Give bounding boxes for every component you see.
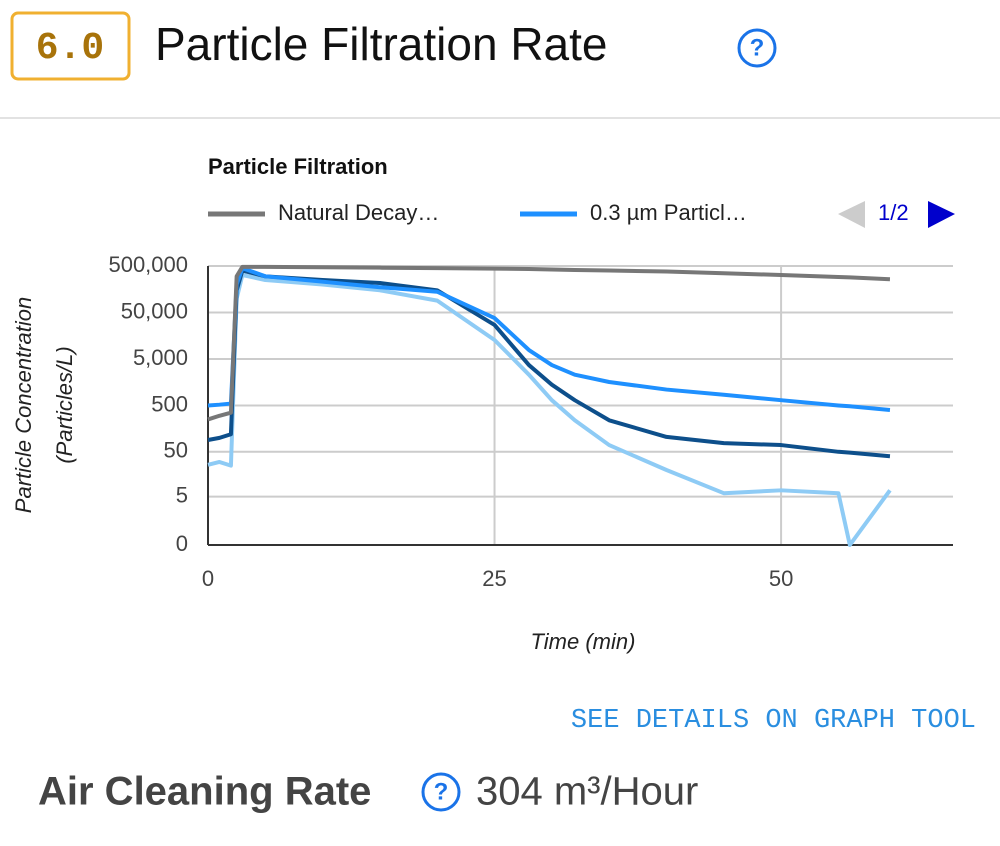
badge-text: 6.0 xyxy=(36,27,104,70)
x-axis-label: Time (min) xyxy=(531,629,636,654)
score-badge xyxy=(10,11,131,81)
series-line xyxy=(207,266,891,412)
legend-next[interactable] xyxy=(928,201,955,228)
chart-title: Particle Filtration xyxy=(208,154,388,179)
help-icon-text[interactable]: ? xyxy=(750,34,765,61)
legend-page: 1/2 xyxy=(878,200,909,225)
y-tick-label: 5 xyxy=(176,482,188,507)
x-tick-label: 0 xyxy=(202,566,214,591)
y-tick-label: 50 xyxy=(164,438,188,463)
metric-value: 304 m³/Hour xyxy=(476,770,698,814)
legend-label: 0.3 µm Particl… xyxy=(590,200,747,225)
page-title: Particle Filtration Rate xyxy=(155,18,608,70)
y-tick-label: 0 xyxy=(176,531,188,556)
x-tick-label: 50 xyxy=(769,566,793,591)
x-tick-label: 25 xyxy=(482,566,506,591)
y-tick-label: 50,000 xyxy=(121,298,188,323)
series-line xyxy=(207,273,892,547)
help-icon[interactable] xyxy=(421,772,461,812)
y-tick-label: 5,000 xyxy=(133,345,188,370)
graph-tool-link[interactable]: SEE DETAILS ON GRAPH TOOL xyxy=(571,706,976,736)
metric-label: Air Cleaning Rate xyxy=(38,770,371,814)
help-icon[interactable] xyxy=(737,28,777,68)
y-tick-label: 500 xyxy=(151,391,188,416)
legend-label: Natural Decay… xyxy=(278,200,439,225)
legend-prev[interactable] xyxy=(838,201,865,228)
y-tick-label: 500,000 xyxy=(108,252,188,277)
series-line xyxy=(207,264,891,422)
help-icon-text[interactable]: ? xyxy=(434,778,449,805)
y-axis-label: Particle Concentration xyxy=(11,297,36,513)
y-axis-label: (Particles/L) xyxy=(52,346,77,463)
